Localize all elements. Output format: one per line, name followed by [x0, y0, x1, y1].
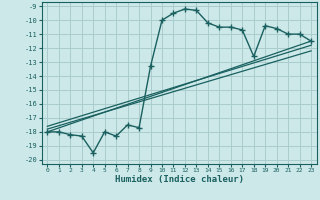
X-axis label: Humidex (Indice chaleur): Humidex (Indice chaleur) [115, 175, 244, 184]
